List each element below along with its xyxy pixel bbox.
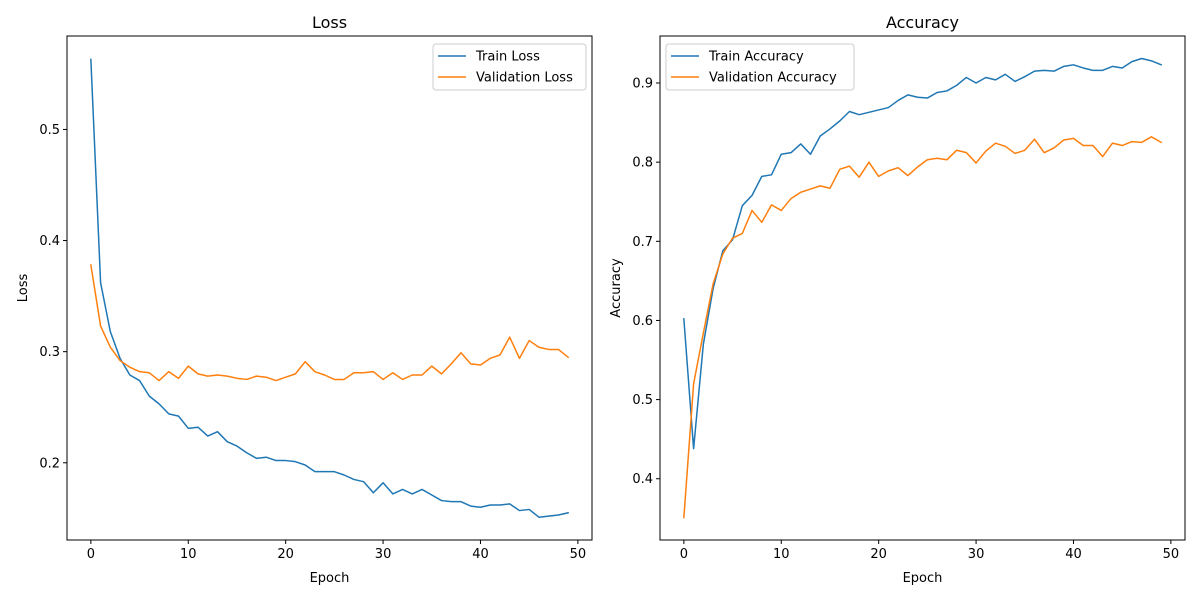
accuracy-legend: Train Accuracy Validation Accuracy	[665, 43, 855, 91]
loss-legend-label: Validation Loss	[476, 71, 573, 86]
loss-x-tick-label: 10	[180, 547, 197, 562]
loss-x-tick-label: 0	[87, 547, 95, 562]
accuracy-x-tick-label: 0	[680, 547, 688, 562]
accuracy-y-axis-label: Accuracy	[609, 258, 624, 318]
accuracy-x-tick-label: 40	[1065, 547, 1082, 562]
loss-series-line-train-loss	[90, 58, 570, 518]
loss-y-axis-label: Loss	[16, 274, 31, 303]
accuracy-x-tick-label: 30	[968, 547, 985, 562]
loss-y-tick-label: 0.4	[39, 234, 60, 249]
loss-y-tick-label: 0.5	[39, 123, 60, 138]
accuracy-series-line-validation-accuracy	[683, 136, 1163, 519]
accuracy-y-tick-label: 0.7	[632, 235, 653, 250]
accuracy-y-tick-label: 0.6	[632, 314, 653, 329]
accuracy-x-tick-label: 10	[773, 547, 790, 562]
accuracy-y-tick-label: 0.8	[632, 156, 653, 171]
accuracy-legend-label: Validation Accuracy	[709, 71, 837, 86]
loss-x-tick-label: 30	[375, 547, 392, 562]
loss-chart-title: Loss	[312, 13, 347, 32]
loss-plot-frame	[66, 35, 593, 541]
loss-x-tick-label: 50	[570, 547, 587, 562]
loss-x-tick-label: 20	[277, 547, 294, 562]
loss-y-tick-label: 0.3	[39, 345, 60, 360]
accuracy-x-tick-label: 20	[870, 547, 887, 562]
loss-x-axis-label: Epoch	[310, 571, 350, 586]
loss-x-tick-label: 40	[472, 547, 489, 562]
accuracy-chart-title: Accuracy	[886, 13, 959, 32]
accuracy-chart: Accuracy 0 10 20 30 40 50 0.4 0.5 0.6 0.7 0.8 0.9 Epo…	[609, 13, 1186, 586]
loss-legend: Train Loss Validation Loss	[432, 43, 587, 91]
accuracy-y-tick-label: 0.5	[632, 393, 653, 408]
loss-legend-label: Train Loss	[475, 50, 540, 65]
accuracy-y-tick-label: 0.9	[632, 77, 653, 92]
loss-chart: Loss 0 10 20 30 40 50 0.2 0.3 0.4 0.5 Epoch Loss Trai…	[16, 13, 593, 586]
loss-legend-box	[432, 43, 587, 91]
accuracy-x-tick-label: 50	[1163, 547, 1180, 562]
accuracy-plot-frame	[659, 35, 1186, 541]
accuracy-series-line-train-accuracy	[683, 57, 1163, 450]
loss-series-line-validation-loss	[90, 264, 570, 382]
accuracy-y-tick-label: 0.4	[632, 472, 653, 487]
loss-y-tick-label: 0.2	[39, 456, 60, 471]
accuracy-legend-box	[665, 43, 855, 91]
accuracy-legend-label: Train Accuracy	[708, 50, 804, 65]
accuracy-x-axis-label: Epoch	[903, 571, 943, 586]
